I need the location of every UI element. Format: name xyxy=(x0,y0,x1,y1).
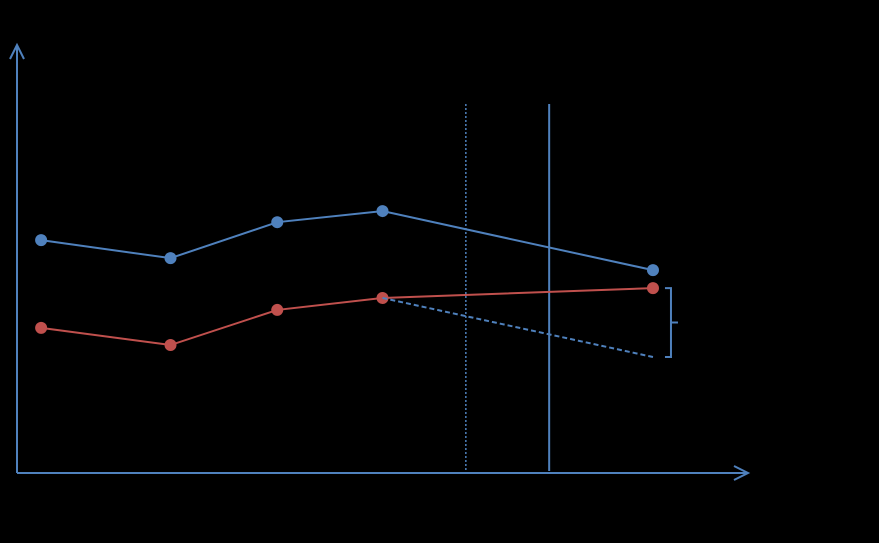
data-point xyxy=(271,216,284,229)
y-axis-arrow xyxy=(9,42,25,60)
data-point xyxy=(164,252,177,265)
data-point xyxy=(646,282,659,295)
effect-brace xyxy=(664,287,678,359)
data-point xyxy=(271,303,284,316)
x-axis-arrow xyxy=(733,465,751,481)
series-line xyxy=(382,296,654,358)
data-point xyxy=(646,264,659,277)
data-point xyxy=(376,205,389,218)
data-point xyxy=(35,321,48,334)
data-point xyxy=(164,339,177,352)
data-point xyxy=(35,234,48,247)
